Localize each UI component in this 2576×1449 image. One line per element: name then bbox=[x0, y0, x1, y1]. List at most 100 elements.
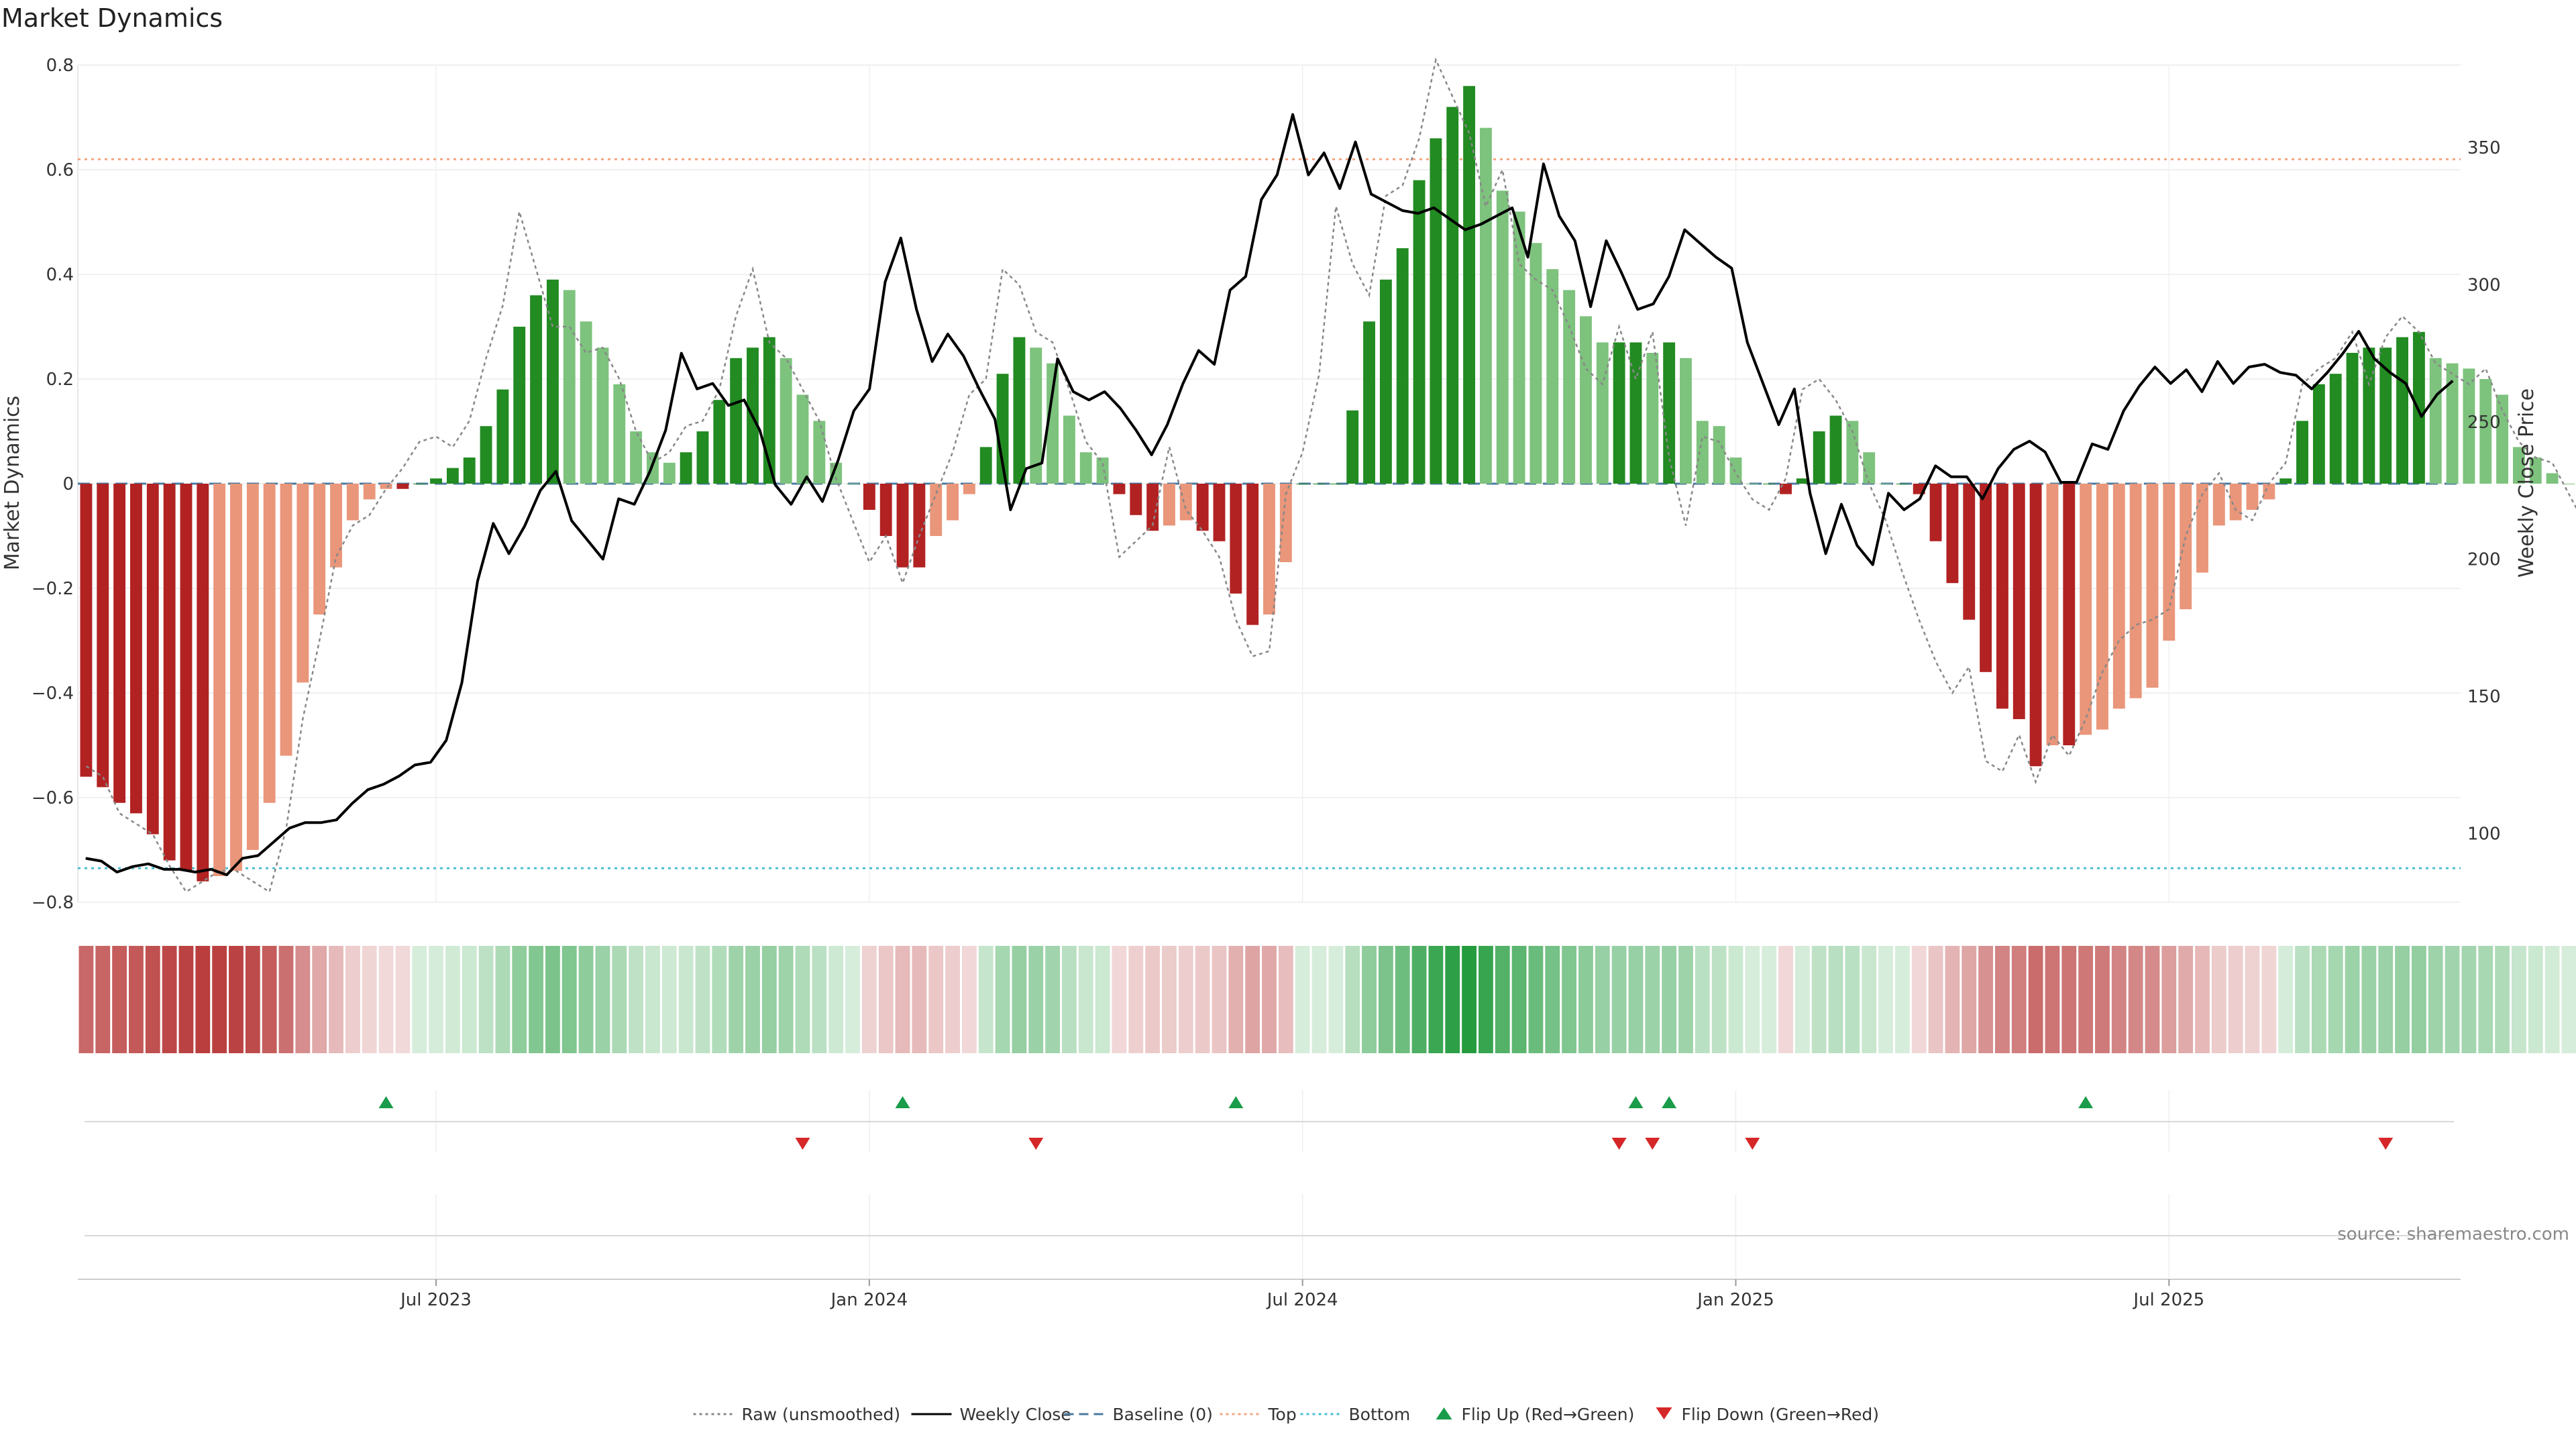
dynamics-bar bbox=[1130, 484, 1142, 515]
dynamics-bar bbox=[446, 468, 459, 484]
dynamics-bar bbox=[796, 394, 809, 484]
regime-cell bbox=[1645, 946, 1660, 1053]
regime-cell bbox=[1511, 946, 1527, 1053]
dynamics-bar bbox=[146, 484, 159, 835]
dynamics-bar bbox=[979, 447, 992, 484]
flip-down-marker bbox=[795, 1138, 810, 1150]
regime-cell bbox=[878, 946, 894, 1053]
dynamics-bar bbox=[896, 484, 909, 568]
regime-cell bbox=[212, 946, 227, 1053]
regime-cell bbox=[795, 946, 810, 1053]
dynamics-bar bbox=[297, 484, 309, 683]
dynamics-bar bbox=[463, 458, 476, 484]
regime-cell bbox=[2078, 946, 2094, 1053]
legend-label: Weekly Close bbox=[960, 1405, 1071, 1424]
regime-cell bbox=[1228, 946, 1244, 1053]
right-tick-label: 200 bbox=[2467, 550, 2501, 570]
regime-cell bbox=[761, 946, 777, 1053]
regime-cell bbox=[945, 946, 960, 1053]
dynamics-bar bbox=[2363, 347, 2375, 484]
left-tick-label: −0.8 bbox=[32, 893, 74, 913]
regime-cell bbox=[2145, 946, 2160, 1053]
legend-label: Baseline (0) bbox=[1113, 1405, 1213, 1424]
regime-cell bbox=[1928, 946, 1943, 1053]
dynamics-bar bbox=[1046, 363, 1059, 484]
dynamics-bar bbox=[1179, 484, 1192, 521]
regime-cell bbox=[1278, 946, 1293, 1053]
dynamics-bar bbox=[713, 400, 726, 484]
dynamics-bar bbox=[1996, 484, 2008, 709]
regime-cell bbox=[1328, 946, 1344, 1053]
regime-cell bbox=[1095, 946, 1110, 1053]
dynamics-bar bbox=[80, 484, 93, 777]
regime-cell bbox=[1611, 946, 1627, 1053]
regime-cell bbox=[195, 946, 211, 1053]
legend-label: Flip Down (Green→Red) bbox=[1682, 1405, 1880, 1424]
dynamics-bar bbox=[996, 374, 1009, 484]
regime-cell bbox=[1711, 946, 1727, 1053]
regime-cell bbox=[2378, 946, 2394, 1053]
regime-cell bbox=[2445, 946, 2460, 1053]
regime-cell bbox=[729, 946, 744, 1053]
x-tick-label: Jul 2023 bbox=[399, 1290, 472, 1310]
right-tick-label: 250 bbox=[2467, 413, 2501, 433]
dynamics-bar bbox=[1063, 415, 1075, 484]
regime-cell bbox=[561, 946, 577, 1053]
regime-cell bbox=[678, 946, 694, 1053]
x-tick-label: Jan 2024 bbox=[830, 1290, 908, 1310]
dynamics-bar bbox=[1580, 316, 1592, 484]
regime-cell bbox=[245, 946, 260, 1053]
regime-cell bbox=[2345, 946, 2360, 1053]
regime-cell bbox=[2261, 946, 2277, 1053]
regime-cell bbox=[1894, 946, 1910, 1053]
flip-up-marker bbox=[1628, 1096, 1644, 1108]
regime-cell bbox=[1428, 946, 1444, 1053]
dynamics-bar bbox=[1829, 415, 1842, 484]
flip-up-marker bbox=[2078, 1096, 2094, 1108]
weekly-close-series bbox=[85, 113, 2454, 877]
regime-cell bbox=[1245, 946, 1260, 1053]
right-tick-label: 350 bbox=[2467, 138, 2501, 158]
dynamics-bar bbox=[1113, 484, 1126, 494]
regime-cell bbox=[262, 946, 277, 1053]
legend-item: Weekly Close bbox=[911, 1405, 1071, 1424]
regime-cell bbox=[478, 946, 494, 1053]
dynamics-bar bbox=[1596, 342, 1609, 484]
dynamics-bar bbox=[1230, 484, 1242, 594]
dynamics-bar bbox=[2379, 347, 2392, 484]
dynamics-bar bbox=[1929, 484, 1942, 541]
regime-cell bbox=[2278, 946, 2294, 1053]
dynamics-bar bbox=[1379, 279, 1392, 484]
regime-cell bbox=[378, 946, 394, 1053]
regime-cell bbox=[861, 946, 877, 1053]
regime-cell bbox=[578, 946, 594, 1053]
dynamics-bar bbox=[2496, 394, 2509, 484]
regime-cell bbox=[178, 946, 194, 1053]
dynamics-bar bbox=[1663, 342, 1676, 484]
dynamics-bar bbox=[2229, 484, 2242, 521]
regime-cell bbox=[329, 946, 343, 1053]
regime-cell bbox=[1295, 946, 1310, 1053]
regime-cell bbox=[2428, 946, 2443, 1053]
regime-cell bbox=[1845, 946, 1860, 1053]
dynamics-bar bbox=[1946, 484, 1959, 584]
regime-cell bbox=[2495, 946, 2510, 1053]
dynamics-bar bbox=[2196, 484, 2208, 573]
flip-up-marker bbox=[1662, 1096, 1677, 1108]
legend-swatch bbox=[1436, 1407, 1452, 1419]
regime-cell bbox=[978, 946, 994, 1053]
dynamics-bar bbox=[2463, 368, 2475, 484]
regime-cell bbox=[812, 946, 827, 1053]
regime-cell bbox=[778, 946, 794, 1053]
dynamics-bar bbox=[2029, 484, 2042, 767]
regime-cell bbox=[1662, 946, 1677, 1053]
regime-cell bbox=[1595, 946, 1610, 1053]
x-tick-label: Jul 2024 bbox=[1266, 1290, 1338, 1310]
dynamics-bar bbox=[380, 484, 392, 489]
dynamics-bar bbox=[2512, 447, 2525, 484]
regime-cell bbox=[629, 946, 644, 1053]
dynamics-bar bbox=[1713, 426, 1725, 484]
dynamics-bar bbox=[2146, 484, 2159, 688]
dynamics-bar bbox=[2063, 484, 2076, 745]
legend-item: Bottom bbox=[1300, 1405, 1410, 1424]
